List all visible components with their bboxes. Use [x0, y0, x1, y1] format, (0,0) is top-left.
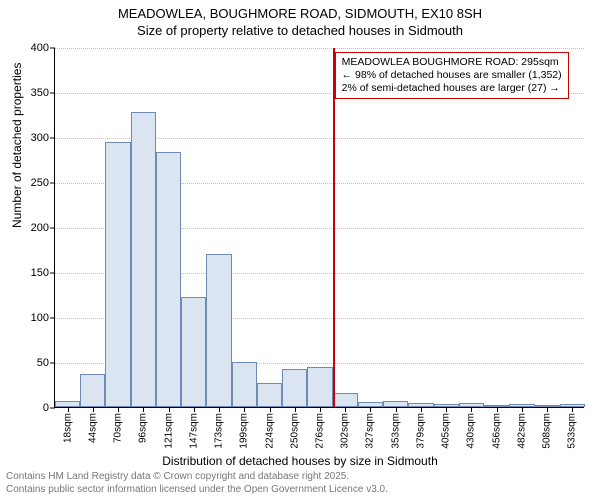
xtick-label: 379sqm	[415, 413, 426, 449]
histogram-bar	[80, 374, 105, 407]
xtick-mark	[219, 407, 220, 412]
xtick-label: 70sqm	[113, 413, 124, 443]
xtick-label: 405sqm	[441, 413, 452, 449]
xtick-label: 327sqm	[365, 413, 376, 449]
plot-region: 05010015020025030035040018sqm44sqm70sqm9…	[54, 48, 584, 408]
ytick-mark	[50, 138, 55, 139]
ytick-label: 100	[31, 312, 49, 324]
marker-annotation-box: MEADOWLEA BOUGHMORE ROAD: 295sqm← 98% of…	[335, 52, 569, 99]
ytick-label: 250	[31, 177, 49, 189]
ytick-mark	[50, 363, 55, 364]
histogram-bar	[181, 297, 206, 407]
footer-line-2: Contains public sector information licen…	[6, 484, 388, 497]
xtick-label: 147sqm	[188, 413, 199, 449]
xtick-mark	[194, 407, 195, 412]
marker-annotation-line: 2% of semi-detached houses are larger (2…	[342, 82, 562, 95]
xtick-mark	[497, 407, 498, 412]
footer-attribution: Contains HM Land Registry data © Crown c…	[6, 471, 388, 496]
xtick-mark	[244, 407, 245, 412]
xtick-label: 456sqm	[491, 413, 502, 449]
ytick-mark	[50, 408, 55, 409]
ytick-label: 300	[31, 132, 49, 144]
xtick-label: 276sqm	[315, 413, 326, 449]
xtick-label: 430sqm	[466, 413, 477, 449]
xtick-mark	[471, 407, 472, 412]
ytick-mark	[50, 228, 55, 229]
xtick-mark	[270, 407, 271, 412]
title-line-1: MEADOWLEA, BOUGHMORE ROAD, SIDMOUTH, EX1…	[0, 6, 600, 23]
xtick-mark	[320, 407, 321, 412]
xtick-label: 18sqm	[62, 413, 73, 443]
xtick-mark	[143, 407, 144, 412]
title-line-2: Size of property relative to detached ho…	[0, 23, 600, 40]
chart-area: 05010015020025030035040018sqm44sqm70sqm9…	[54, 48, 584, 408]
histogram-bar	[307, 367, 332, 408]
xtick-label: 96sqm	[138, 413, 149, 443]
xtick-mark	[345, 407, 346, 412]
xtick-label: 302sqm	[340, 413, 351, 449]
ytick-label: 200	[31, 222, 49, 234]
xtick-mark	[421, 407, 422, 412]
histogram-bar	[206, 254, 231, 407]
xtick-mark	[370, 407, 371, 412]
xtick-mark	[572, 407, 573, 412]
histogram-bar	[156, 152, 181, 407]
footer-line-1: Contains HM Land Registry data © Crown c…	[6, 471, 388, 484]
chart-title-block: MEADOWLEA, BOUGHMORE ROAD, SIDMOUTH, EX1…	[0, 0, 600, 40]
xtick-mark	[295, 407, 296, 412]
histogram-bar	[282, 369, 307, 407]
ytick-label: 50	[37, 357, 49, 369]
marker-annotation-line: ← 98% of detached houses are smaller (1,…	[342, 69, 562, 82]
histogram-bar	[232, 362, 257, 407]
xtick-mark	[522, 407, 523, 412]
xtick-mark	[446, 407, 447, 412]
xtick-mark	[169, 407, 170, 412]
xtick-label: 224sqm	[264, 413, 275, 449]
xtick-mark	[118, 407, 119, 412]
xtick-label: 482sqm	[516, 413, 527, 449]
ytick-mark	[50, 48, 55, 49]
ytick-mark	[50, 273, 55, 274]
xtick-mark	[547, 407, 548, 412]
ytick-mark	[50, 318, 55, 319]
xtick-label: 508sqm	[542, 413, 553, 449]
xtick-mark	[68, 407, 69, 412]
y-axis-label: Number of detached properties	[10, 63, 24, 228]
ytick-mark	[50, 183, 55, 184]
xtick-label: 199sqm	[239, 413, 250, 449]
xtick-label: 250sqm	[289, 413, 300, 449]
ytick-mark	[50, 93, 55, 94]
xtick-label: 44sqm	[87, 413, 98, 443]
gridline	[55, 48, 584, 49]
ytick-label: 400	[31, 42, 49, 54]
histogram-bar	[257, 383, 282, 407]
histogram-bar	[105, 142, 130, 407]
marker-annotation-line: MEADOWLEA BOUGHMORE ROAD: 295sqm	[342, 56, 562, 69]
xtick-mark	[93, 407, 94, 412]
xtick-label: 533sqm	[567, 413, 578, 449]
x-axis-label: Distribution of detached houses by size …	[0, 454, 600, 468]
histogram-bar	[131, 112, 156, 407]
ytick-label: 150	[31, 267, 49, 279]
xtick-label: 173sqm	[214, 413, 225, 449]
xtick-label: 353sqm	[390, 413, 401, 449]
histogram-bar	[333, 393, 358, 407]
xtick-label: 121sqm	[163, 413, 174, 449]
marker-line	[333, 48, 335, 407]
xtick-mark	[396, 407, 397, 412]
ytick-label: 350	[31, 87, 49, 99]
ytick-label: 0	[43, 402, 49, 414]
